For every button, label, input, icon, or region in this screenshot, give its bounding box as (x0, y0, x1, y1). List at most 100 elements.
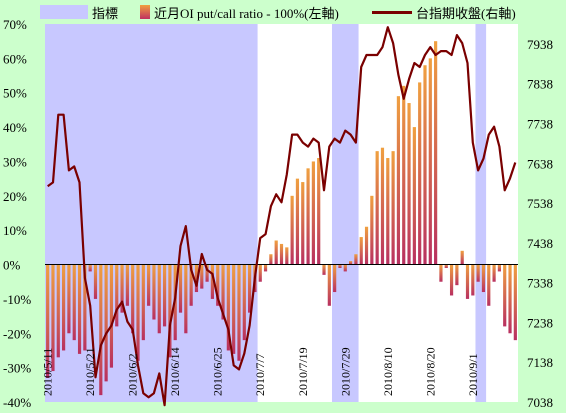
bar (338, 264, 342, 268)
bar (444, 264, 448, 268)
bar (115, 264, 119, 327)
bar (93, 264, 98, 299)
bar (157, 264, 161, 334)
left-tick-label: 0% (3, 258, 21, 273)
left-tick-label: 20% (3, 189, 27, 204)
bar (327, 264, 331, 306)
left-tick-label: -30% (3, 361, 31, 376)
legend-swatch-shade (40, 5, 88, 19)
bar (168, 264, 172, 358)
shade-band (331, 24, 359, 402)
bar (210, 264, 215, 299)
bar (481, 264, 486, 293)
left-tick-label: -20% (3, 326, 31, 341)
bar (274, 240, 278, 265)
x-axis: 2010/5/11 2010/5/21 2010/6/2 2010/6/14 2010/… (41, 347, 480, 396)
right-tick-label: 7838 (527, 77, 553, 92)
close-line-series (47, 26, 517, 407)
bar-series (46, 41, 517, 396)
bar (311, 161, 315, 265)
bar (279, 243, 284, 265)
bar (508, 264, 512, 334)
left-tick-label: -10% (3, 292, 31, 307)
bar (434, 41, 438, 265)
close-line (47, 26, 517, 407)
right-tick-label: 7338 (527, 276, 553, 291)
bar (386, 158, 390, 265)
bar (487, 264, 491, 306)
bar (513, 264, 517, 341)
bar (396, 96, 401, 265)
right-tick-label: 7638 (527, 156, 553, 171)
bar (359, 237, 363, 265)
x-tick-label: 2010/6/25 (211, 347, 225, 396)
x-tick-label: 2010/9/1 (466, 353, 480, 396)
bar (221, 264, 225, 320)
bar (72, 264, 76, 341)
legend-item-line: 台指期收盤(右軸) (372, 2, 516, 22)
bar (407, 103, 411, 265)
left-tick-label: 10% (3, 223, 27, 238)
bar (131, 264, 135, 334)
legend-swatch-line (372, 10, 412, 14)
bar (178, 264, 183, 313)
bar (263, 264, 268, 272)
x-tick-label: 2010/5/21 (83, 347, 97, 396)
bar (476, 264, 480, 282)
bar (465, 264, 470, 299)
bar (104, 264, 108, 382)
bar (418, 82, 422, 265)
bar (455, 264, 459, 286)
x-tick-label: 2010/7/19 (296, 347, 310, 396)
bar (152, 264, 156, 320)
bar (343, 264, 347, 272)
x-tick-label: 2010/8/10 (381, 347, 395, 396)
bar (301, 182, 305, 265)
bar (317, 158, 321, 265)
bar (184, 264, 188, 334)
bar (322, 264, 326, 275)
bar (162, 264, 167, 327)
bar (497, 264, 501, 272)
bar (428, 58, 432, 265)
bar (460, 250, 464, 265)
right-tick-label: 7538 (527, 196, 553, 211)
shade-band (45, 24, 258, 402)
right-tick-label: 7438 (527, 236, 553, 251)
bar (88, 264, 92, 272)
bar (348, 261, 353, 265)
x-tick-label: 2010/5/11 (41, 348, 55, 396)
bar (503, 264, 507, 327)
left-tick-label: 30% (3, 154, 27, 169)
bar (290, 195, 294, 265)
bar (333, 264, 337, 293)
bar (194, 264, 199, 293)
x-tick-label: 2010/8/20 (423, 347, 437, 396)
bar (62, 264, 66, 351)
bar (306, 168, 310, 265)
bar (237, 264, 241, 361)
bar (51, 264, 55, 372)
bar (269, 254, 273, 265)
right-tick-label: 7738 (527, 116, 553, 131)
legend: 指標 近月OI put/call ratio - 100%(左軸) 台指期收盤(… (0, 0, 566, 24)
bar (471, 264, 475, 296)
bar (412, 127, 416, 265)
bar (380, 147, 385, 265)
bar (439, 264, 443, 282)
left-tick-label: -40% (3, 395, 31, 410)
bar (242, 264, 246, 341)
bar (216, 264, 220, 306)
x-tick-label: 2010/7/7 (253, 353, 267, 396)
right-tick-label: 7238 (527, 315, 553, 330)
bar (56, 264, 60, 358)
right-axis: 7938 7838 7738 7638 7538 7438 7338 7238 7138 7038 (527, 37, 553, 410)
right-tick-label: 7138 (527, 355, 553, 370)
bar (141, 264, 145, 341)
bar (109, 264, 114, 368)
bar (364, 226, 369, 265)
bar (492, 264, 496, 282)
bar (295, 178, 300, 265)
right-tick-label: 7038 (527, 395, 553, 410)
bar (200, 264, 204, 289)
